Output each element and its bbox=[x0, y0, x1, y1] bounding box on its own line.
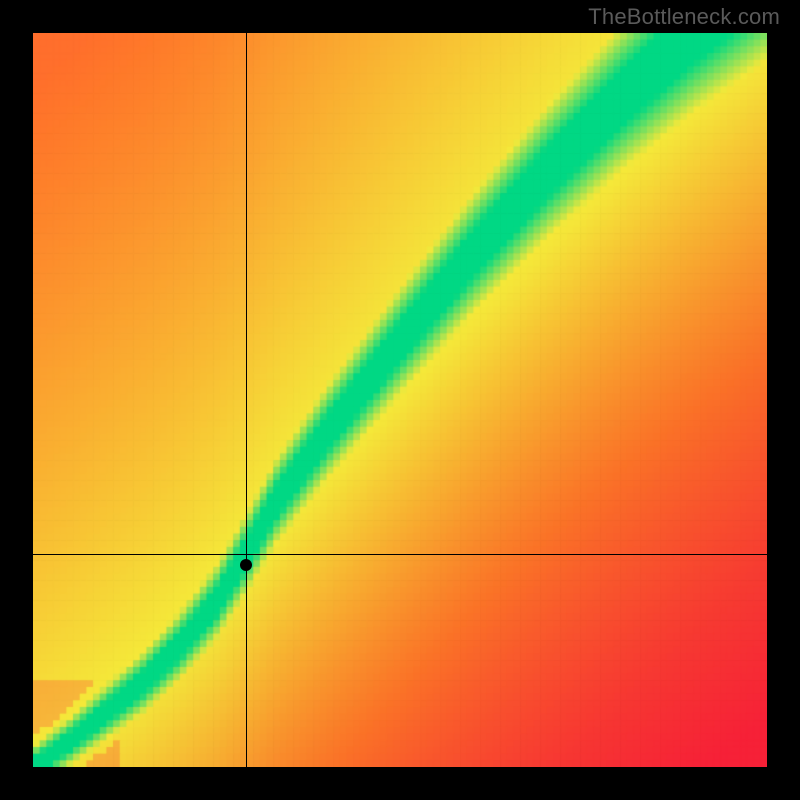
watermark-text: TheBottleneck.com bbox=[588, 4, 780, 30]
chart-stage: TheBottleneck.com bbox=[0, 0, 800, 800]
intersection-marker bbox=[240, 559, 252, 571]
crosshair-horizontal bbox=[33, 554, 767, 555]
plot-area bbox=[33, 33, 767, 767]
crosshair-vertical bbox=[246, 33, 247, 767]
heatmap-canvas bbox=[33, 33, 767, 767]
